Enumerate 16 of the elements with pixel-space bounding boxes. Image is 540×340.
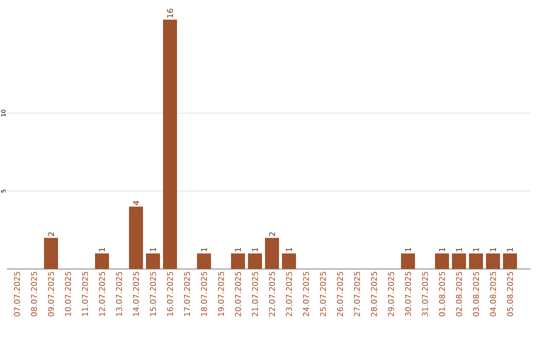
bar xyxy=(231,253,246,269)
bar xyxy=(197,253,212,269)
bar xyxy=(163,20,178,269)
bar xyxy=(129,206,143,269)
bar xyxy=(95,253,109,269)
bar xyxy=(146,253,160,269)
bar xyxy=(503,253,518,269)
bar xyxy=(435,253,450,269)
bar xyxy=(282,253,296,269)
bar xyxy=(248,253,262,269)
bar xyxy=(401,253,416,269)
bar xyxy=(469,253,484,269)
bar xyxy=(452,253,466,269)
bar xyxy=(265,238,280,269)
bar xyxy=(44,238,58,269)
bar xyxy=(486,253,500,269)
